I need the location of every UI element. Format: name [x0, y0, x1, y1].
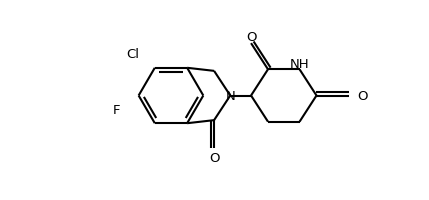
Text: O: O	[357, 90, 368, 102]
Text: F: F	[112, 103, 120, 116]
Text: N: N	[225, 90, 235, 102]
Text: NH: NH	[290, 57, 309, 70]
Text: O: O	[209, 151, 219, 164]
Text: O: O	[246, 31, 256, 44]
Text: Cl: Cl	[126, 48, 139, 61]
